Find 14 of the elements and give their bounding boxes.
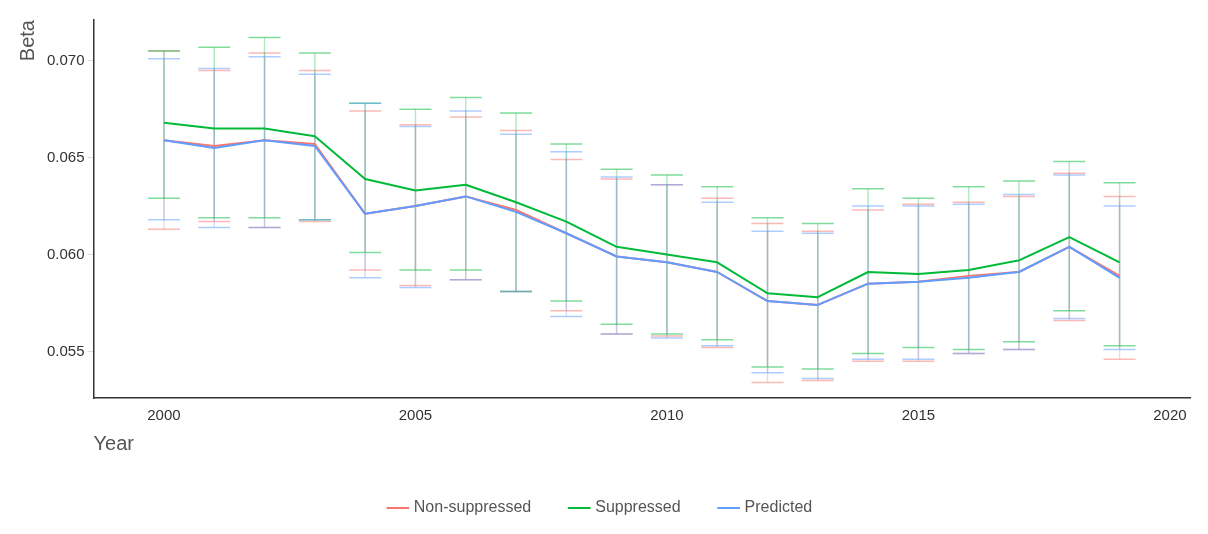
x-tick-label: 2020 (1153, 406, 1187, 424)
x-tick-label: 2005 (398, 406, 433, 424)
y-axis-title: Beta (15, 19, 38, 62)
legend-label: Non-suppressed (413, 498, 532, 516)
y-tick-label: 0.070 (46, 50, 85, 68)
x-tick-label: 2015 (901, 406, 936, 424)
y-tick-label: 0.055 (46, 341, 85, 359)
x-tick-label: 2000 (147, 406, 181, 424)
legend-label: Predicted (744, 498, 813, 516)
legend-label: Suppressed (595, 498, 681, 516)
x-tick-label: 2010 (650, 406, 684, 424)
x-axis-title: Year (93, 431, 135, 454)
y-tick-label: 0.060 (46, 244, 85, 262)
y-tick-label: 0.065 (46, 147, 85, 165)
